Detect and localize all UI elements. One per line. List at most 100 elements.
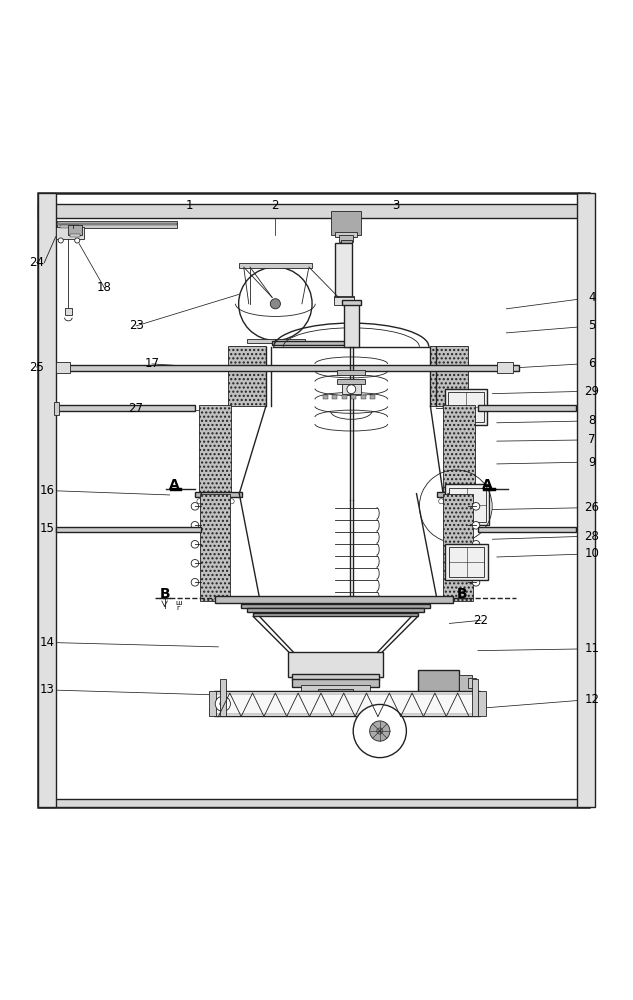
Text: 25: 25 — [29, 361, 44, 374]
Bar — [292, 674, 379, 680]
Text: 24: 24 — [29, 256, 44, 269]
Circle shape — [221, 499, 226, 504]
Bar — [199, 405, 231, 497]
Bar — [239, 263, 312, 268]
Text: 23: 23 — [128, 319, 144, 332]
Text: 6: 6 — [588, 357, 596, 370]
Bar — [38, 193, 589, 807]
Bar — [253, 613, 418, 616]
Bar — [170, 488, 182, 491]
Bar — [57, 221, 177, 228]
Text: 11: 11 — [584, 642, 599, 655]
Bar — [324, 696, 347, 704]
Circle shape — [229, 499, 234, 504]
Bar — [332, 395, 337, 399]
Bar — [334, 296, 354, 299]
Bar — [247, 339, 305, 343]
Bar — [214, 691, 480, 716]
Text: 22: 22 — [473, 614, 489, 627]
Text: B: B — [160, 587, 170, 601]
Bar — [445, 544, 488, 580]
Circle shape — [447, 499, 452, 504]
Bar — [418, 670, 459, 696]
Circle shape — [439, 499, 444, 504]
Text: 26: 26 — [584, 501, 599, 514]
Text: 17: 17 — [144, 357, 160, 370]
Bar — [445, 389, 487, 425]
Bar — [342, 300, 361, 305]
Circle shape — [377, 728, 383, 734]
Circle shape — [472, 499, 477, 504]
Bar — [68, 225, 82, 235]
Circle shape — [472, 578, 480, 586]
Bar — [445, 484, 489, 525]
Circle shape — [205, 499, 210, 504]
Text: A: A — [170, 478, 180, 492]
Circle shape — [58, 238, 63, 243]
Bar — [200, 494, 230, 601]
Bar — [472, 679, 478, 716]
Text: 29: 29 — [584, 385, 599, 398]
Bar — [57, 223, 177, 225]
Bar — [63, 365, 519, 371]
Bar — [459, 675, 472, 691]
Text: 14: 14 — [40, 636, 55, 649]
Text: 8: 8 — [588, 414, 596, 427]
Bar — [215, 596, 453, 603]
Text: г: г — [177, 605, 180, 611]
Bar — [335, 232, 357, 237]
Bar — [70, 234, 80, 237]
Text: 18: 18 — [97, 281, 112, 294]
Circle shape — [191, 541, 199, 548]
Text: 3: 3 — [392, 199, 399, 212]
Circle shape — [370, 721, 390, 741]
Bar — [54, 402, 59, 415]
Bar — [331, 211, 361, 235]
Text: A: A — [482, 478, 492, 492]
Bar — [335, 243, 352, 297]
Circle shape — [463, 499, 468, 504]
Bar — [195, 492, 242, 497]
Bar — [342, 384, 361, 394]
Bar — [478, 405, 576, 411]
Bar — [361, 395, 366, 399]
Bar — [38, 204, 589, 218]
Text: 2: 2 — [272, 199, 279, 212]
Circle shape — [191, 560, 199, 567]
Bar — [228, 346, 266, 406]
Bar — [323, 395, 328, 399]
Bar — [56, 405, 195, 411]
Bar — [38, 193, 56, 807]
Bar — [449, 547, 484, 577]
Text: 12: 12 — [584, 693, 599, 706]
Circle shape — [353, 704, 406, 758]
Bar — [339, 235, 353, 242]
Bar — [272, 341, 345, 345]
Bar — [220, 679, 226, 716]
Bar — [443, 405, 475, 497]
Bar — [241, 604, 430, 608]
Bar — [577, 193, 595, 807]
Circle shape — [347, 385, 356, 394]
Text: 4: 4 — [588, 291, 596, 304]
Text: 9: 9 — [588, 456, 596, 469]
Text: 28: 28 — [584, 530, 599, 543]
Bar — [448, 392, 484, 422]
Bar — [209, 691, 216, 716]
Bar — [214, 694, 480, 714]
Bar — [370, 395, 375, 399]
Bar — [60, 225, 79, 228]
Bar — [56, 527, 201, 532]
Text: 10: 10 — [584, 547, 599, 560]
Bar — [341, 240, 352, 244]
Circle shape — [472, 541, 480, 548]
Bar — [337, 379, 365, 384]
Circle shape — [472, 560, 480, 567]
Text: 7: 7 — [588, 433, 596, 446]
Bar — [443, 494, 473, 601]
Bar — [437, 492, 484, 497]
Circle shape — [472, 503, 480, 510]
Circle shape — [455, 499, 460, 504]
Text: 5: 5 — [588, 319, 596, 332]
Bar — [478, 527, 576, 532]
